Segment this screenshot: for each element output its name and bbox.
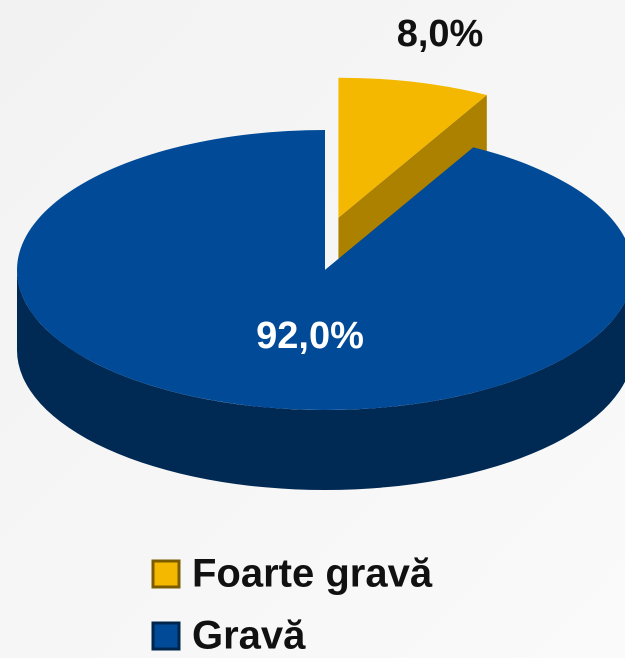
legend-label: Foarte gravă [192,552,433,596]
legend-label: Gravă [192,614,306,658]
slice-side [17,270,625,490]
legend-swatch [151,621,181,651]
legend-swatch [151,559,181,589]
slice [17,130,625,410]
slice [338,77,487,218]
data-label: 8,0% [397,13,484,55]
data-label: 92,0% [256,315,364,357]
